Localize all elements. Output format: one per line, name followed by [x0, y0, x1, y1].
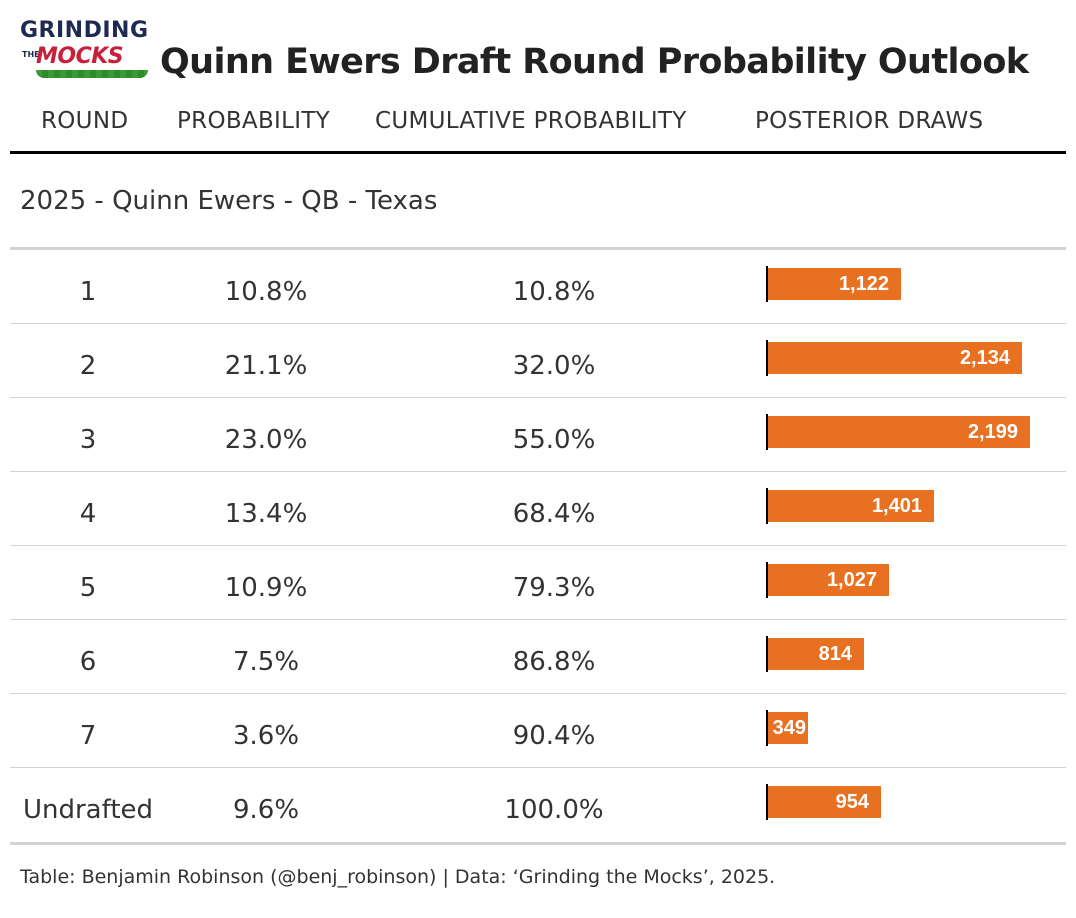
row-separator [10, 323, 1066, 324]
round-cell: 7 [79, 721, 97, 751]
posterior-draws-label: 1,027 [826, 569, 877, 591]
posterior-draws-bar [766, 564, 889, 596]
cumulative-probability-cell: 55.0% [512, 425, 596, 455]
cumulative-probability-cell: 68.4% [512, 499, 596, 529]
posterior-draws-cell: 814 [766, 620, 1066, 694]
posterior-draws-cell: 2,199 [766, 398, 1066, 472]
logo-text-the: THE [22, 50, 40, 59]
logo-text-mocks: MOCKS [36, 44, 124, 69]
probability-cell: 23.0% [224, 425, 308, 455]
table-row: 7 3.6% 90.4% 349 [10, 694, 1066, 768]
group-rule [10, 247, 1066, 250]
table-row: 1 10.8% 10.8% 1,122 [10, 250, 1066, 324]
posterior-draws-cell: 1,401 [766, 472, 1066, 546]
posterior-draws-label: 349 [772, 717, 806, 739]
posterior-draws-bar [766, 786, 881, 818]
round-cell: 4 [79, 499, 97, 529]
row-separator [10, 767, 1066, 768]
round-cell: Undrafted [22, 795, 154, 825]
bar-baseline [766, 414, 768, 450]
round-cell: 3 [79, 425, 97, 455]
bar-baseline [766, 488, 768, 524]
bar-baseline [766, 562, 768, 598]
row-separator [10, 471, 1066, 472]
posterior-draws-label: 1,122 [838, 273, 889, 295]
probability-cell: 10.9% [224, 573, 308, 603]
table-bottom-rule [10, 842, 1066, 845]
cumulative-probability-cell: 32.0% [512, 351, 596, 381]
bar-baseline [766, 266, 768, 302]
posterior-draws-label: 2,134 [959, 347, 1010, 369]
probability-cell: 7.5% [232, 647, 300, 677]
posterior-draws-label: 954 [835, 791, 869, 813]
posterior-draws-cell: 954 [766, 768, 1066, 842]
round-cell: 6 [79, 647, 97, 677]
row-group-label: 2025 - Quinn Ewers - QB - Texas [20, 186, 438, 216]
posterior-draws-bar [766, 490, 934, 522]
logo-text-grinding: GRINDING [20, 18, 149, 43]
posterior-draws-label: 2,199 [967, 421, 1018, 443]
table-row: 3 23.0% 55.0% 2,199 [10, 398, 1066, 472]
logo-field-graphic [36, 70, 148, 78]
column-header-cumulative-probability: CUMULATIVE PROBABILITY [375, 108, 687, 134]
cumulative-probability-cell: 79.3% [512, 573, 596, 603]
column-header-posterior-draws: POSTERIOR DRAWS [755, 108, 984, 134]
probability-cell: 10.8% [224, 277, 308, 307]
probability-cell: 3.6% [232, 721, 300, 751]
table-row: Undrafted 9.6% 100.0% 954 [10, 768, 1066, 842]
probability-cell: 13.4% [224, 499, 308, 529]
source-caption: Table: Benjamin Robinson (@benj_robinson… [20, 866, 776, 888]
posterior-draws-cell: 1,122 [766, 250, 1066, 324]
chart-title: Quinn Ewers Draft Round Probability Outl… [160, 42, 1029, 82]
posterior-draws-bar [766, 712, 808, 744]
table-row: 2 21.1% 32.0% 2,134 [10, 324, 1066, 398]
cumulative-probability-cell: 10.8% [512, 277, 596, 307]
column-header-round: ROUND [41, 108, 129, 134]
bar-baseline [766, 710, 768, 746]
posterior-draws-cell: 349 [766, 694, 1066, 768]
bar-baseline [766, 784, 768, 820]
round-cell: 1 [79, 277, 97, 307]
row-separator [10, 397, 1066, 398]
cumulative-probability-cell: 100.0% [504, 795, 604, 825]
posterior-draws-label: 1,401 [871, 495, 922, 517]
probability-cell: 9.6% [232, 795, 300, 825]
row-separator [10, 619, 1066, 620]
column-header-probability: PROBABILITY [177, 108, 331, 134]
table-row: 6 7.5% 86.8% 814 [10, 620, 1066, 694]
posterior-draws-bar [766, 268, 901, 300]
bar-baseline [766, 636, 768, 672]
table-row: 5 10.9% 79.3% 1,027 [10, 546, 1066, 620]
header-rule [10, 151, 1066, 154]
bar-baseline [766, 340, 768, 376]
posterior-draws-bar [766, 638, 864, 670]
cumulative-probability-cell: 86.8% [512, 647, 596, 677]
table-row: 4 13.4% 68.4% 1,401 [10, 472, 1066, 546]
posterior-draws-cell: 2,134 [766, 324, 1066, 398]
posterior-draws-label: 814 [818, 643, 852, 665]
row-separator [10, 545, 1066, 546]
round-cell: 2 [79, 351, 97, 381]
posterior-draws-bar [766, 416, 1030, 448]
cumulative-probability-cell: 90.4% [512, 721, 596, 751]
row-separator [10, 693, 1066, 694]
posterior-draws-cell: 1,027 [766, 546, 1066, 620]
round-cell: 5 [79, 573, 97, 603]
probability-cell: 21.1% [224, 351, 308, 381]
posterior-draws-bar [766, 342, 1022, 374]
grinding-the-mocks-logo: GRINDING THE MOCKS [20, 18, 152, 80]
